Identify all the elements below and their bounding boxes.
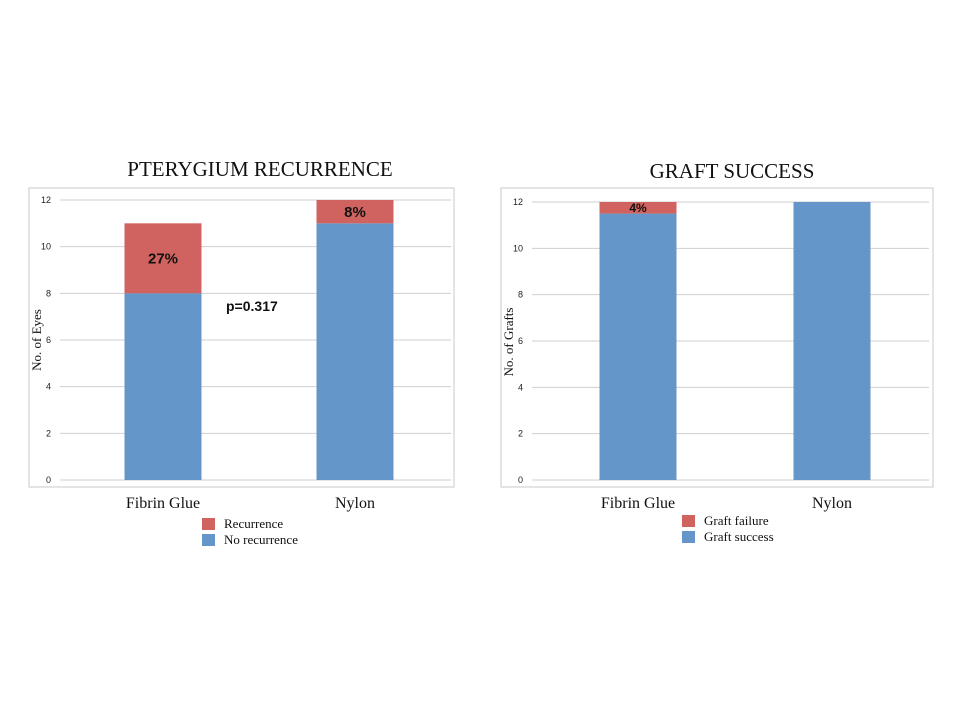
y-tick-label-graft-12: 12 [513, 197, 523, 207]
legend-swatch-recurrence-1 [202, 534, 215, 546]
y-tick-label-recurrence-2: 2 [46, 428, 51, 438]
chart-title-graft: GRAFT SUCCESS [649, 159, 815, 183]
legend-label-graft-0: Graft failure [704, 513, 769, 528]
y-tick-label-graft-2: 2 [518, 429, 523, 439]
legend-label-recurrence-1: No recurrence [224, 532, 298, 547]
y-tick-label-graft-0: 0 [518, 475, 523, 485]
y-tick-label-recurrence-12: 12 [41, 195, 51, 205]
y-tick-label-graft-4: 4 [518, 382, 523, 392]
y-tick-label-recurrence-6: 6 [46, 335, 51, 345]
y-axis-label-graft: No. of Grafts [501, 308, 516, 377]
y-tick-label-recurrence-10: 10 [41, 242, 51, 252]
annotation-p-value: p=0.317 [226, 298, 278, 314]
legend-swatch-graft-0 [682, 515, 695, 527]
bar-graft-nylon-graft-success [793, 202, 871, 480]
bar-recurrence-nylon-no-recurrence [316, 223, 394, 481]
y-axis-label-recurrence: No. of Eyes [29, 309, 44, 371]
y-tick-label-recurrence-4: 4 [46, 382, 51, 392]
y-tick-label-graft-10: 10 [513, 243, 523, 253]
chart-title-recurrence: PTERYGIUM RECURRENCE [127, 157, 393, 181]
legend-swatch-recurrence-0 [202, 518, 215, 530]
data-label-recurrence-fibrin-glue: 27% [148, 251, 178, 268]
bar-graft-fibrin-glue-graft-success [599, 213, 677, 481]
y-tick-label-graft-8: 8 [518, 290, 523, 300]
y-tick-label-graft-6: 6 [518, 336, 523, 346]
x-category-label-recurrence-0: Fibrin Glue [126, 495, 200, 512]
bar-recurrence-fibrin-glue-no-recurrence [124, 293, 202, 480]
legend-label-recurrence-0: Recurrence [224, 516, 283, 531]
x-category-label-recurrence-1: Nylon [335, 495, 375, 512]
bar-recurrence-fibrin-glue-recurrence [124, 223, 202, 294]
chart-frame-graft [500, 187, 934, 488]
data-label-recurrence-nylon: 8% [344, 204, 366, 221]
x-category-label-graft-0: Fibrin Glue [601, 495, 675, 512]
legend-swatch-graft-1 [682, 531, 695, 543]
bar-recurrence-nylon-recurrence [316, 200, 394, 224]
bar-graft-fibrin-glue-graft-failure [599, 202, 677, 214]
y-tick-label-recurrence-0: 0 [46, 475, 51, 485]
chart-frame-recurrence [28, 187, 455, 488]
data-label-graft-fibrin-glue: 4% [629, 201, 647, 215]
legend-label-graft-1: Graft success [704, 529, 774, 544]
x-category-label-graft-1: Nylon [812, 495, 852, 512]
y-tick-label-recurrence-8: 8 [46, 288, 51, 298]
